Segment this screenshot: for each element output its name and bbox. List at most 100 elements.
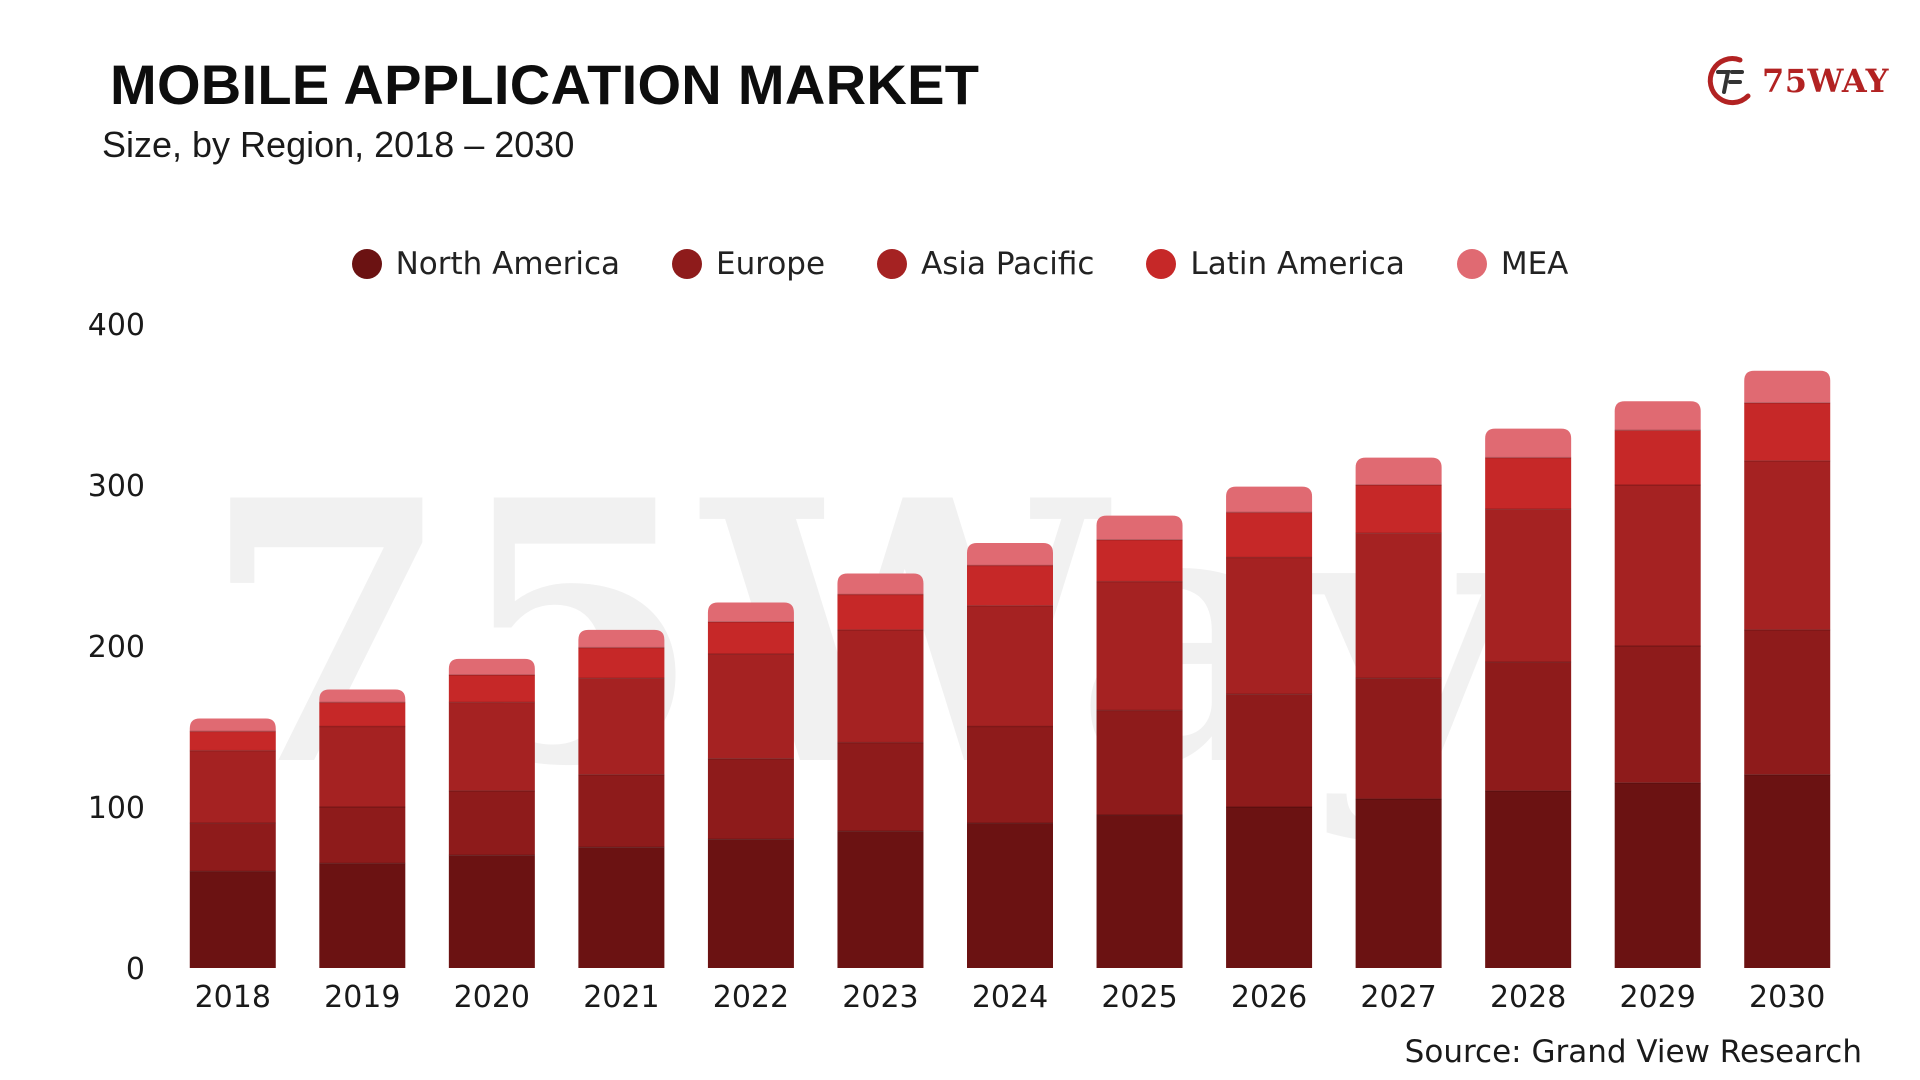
bars-group (189, 370, 1831, 968)
x-tick-label: 2021 (583, 980, 659, 1015)
bar-segment (1614, 646, 1701, 783)
bar-segment (1485, 662, 1572, 791)
bar-segment (1226, 694, 1313, 807)
logo-text: 75WAY (1762, 62, 1889, 100)
bar-segment (1614, 782, 1701, 968)
logo: 75WAY (1700, 46, 1889, 116)
legend-label: Europe (716, 246, 826, 282)
bar-segment (448, 702, 535, 791)
y-tick-label: 300 (88, 469, 145, 504)
bar-segment (448, 674, 535, 703)
bar-segment (967, 726, 1053, 824)
bar-segment (837, 594, 924, 630)
x-tick-label: 2027 (1360, 980, 1436, 1015)
x-tick-label: 2029 (1620, 980, 1696, 1015)
x-tick-label: 2020 (454, 980, 530, 1015)
bar-segment (1096, 515, 1183, 540)
75way-logo-icon (1700, 52, 1758, 110)
bar-segment (578, 847, 665, 968)
x-tick-label: 2024 (972, 980, 1048, 1015)
legend-item: Asia Pacific (877, 246, 1094, 282)
bar-segment (189, 871, 276, 968)
bar-segment (319, 702, 406, 727)
x-tick-label: 2019 (324, 980, 400, 1015)
bar-segment (578, 647, 665, 679)
bar-segment (319, 726, 406, 807)
bar-segment (319, 807, 406, 864)
bar-segment (1226, 557, 1313, 695)
bar-segment (707, 602, 794, 622)
bar-segment (967, 565, 1053, 606)
bar-segment (578, 678, 665, 775)
y-tick-label: 400 (88, 308, 145, 343)
bar-segment (1744, 370, 1831, 403)
bar-segment (967, 823, 1053, 968)
bar-segment (1226, 807, 1313, 968)
bar-segment (837, 742, 924, 832)
chart-title: MOBILE APPLICATION MARKET (110, 53, 980, 116)
bar-segment (1096, 815, 1183, 968)
x-tick-label: 2028 (1490, 980, 1566, 1015)
bar-segment (707, 654, 794, 759)
bar-segment (319, 863, 406, 968)
bar-segment (1355, 485, 1442, 534)
bar-segment (319, 689, 406, 703)
bar-segment (837, 573, 924, 595)
bar-segment (189, 823, 276, 872)
bar-segment (448, 790, 535, 856)
bar-segment (1226, 512, 1313, 558)
bar-segment (189, 731, 276, 751)
bar-segment (1485, 457, 1572, 510)
legend-swatch (1146, 249, 1177, 279)
legend-swatch (877, 249, 908, 279)
bar-segment (1096, 539, 1183, 582)
bar-segment (837, 831, 924, 968)
legend-label: North America (395, 246, 621, 282)
legend-item: MEA (1456, 246, 1569, 282)
legend-label: Asia Pacific (921, 246, 1095, 282)
x-tick-label: 2025 (1101, 980, 1177, 1015)
y-tick-label: 0 (126, 952, 145, 987)
legend-item: Latin America (1146, 246, 1405, 282)
x-tick-label: 2026 (1231, 980, 1307, 1015)
legend-item: North America (351, 246, 621, 282)
bar-segment (1355, 533, 1442, 679)
bar-segment (448, 855, 535, 968)
x-tick-label: 2023 (842, 980, 918, 1015)
bar-segment (1355, 457, 1442, 485)
legend-label: Latin America (1190, 246, 1405, 282)
bar-segment (1096, 581, 1183, 711)
bar-segment (1614, 430, 1701, 485)
bar-segment (967, 605, 1053, 727)
bar-segment (1355, 678, 1442, 799)
bar-segment (1614, 401, 1701, 431)
bar-segment (837, 629, 924, 743)
bar-segment (1485, 509, 1572, 663)
bar-segment (1226, 486, 1313, 513)
bar-segment (707, 839, 794, 968)
bar-segment (189, 750, 276, 824)
bar-segment (578, 629, 665, 648)
bar-segment (189, 718, 276, 732)
y-tick-label: 100 (88, 791, 145, 826)
bar-segment (1485, 790, 1572, 968)
source-note: Source: Grand View Research (1404, 1034, 1862, 1070)
bar-segment (1744, 402, 1831, 461)
bar-segment (967, 542, 1053, 566)
legend-swatch (672, 249, 703, 279)
legend-label: MEA (1500, 246, 1569, 282)
bar-segment (1744, 460, 1831, 630)
bar-segment (1744, 629, 1831, 775)
bar-segment (1744, 774, 1831, 968)
bar-segment (707, 621, 794, 655)
chart-legend: North America Europe Asia Pacific Latin Ame… (0, 246, 1920, 282)
x-axis: 2018 2019 2020 2021 2022 2023 2024 2025 2026 2027… (195, 980, 1826, 1015)
legend-item: Europe (672, 246, 825, 282)
bar-segment (707, 758, 794, 840)
bar-segment (578, 774, 665, 848)
x-tick-label: 2018 (195, 980, 271, 1015)
bar-segment (1096, 710, 1183, 816)
legend-swatch (351, 249, 382, 279)
legend-swatch (1456, 249, 1487, 279)
